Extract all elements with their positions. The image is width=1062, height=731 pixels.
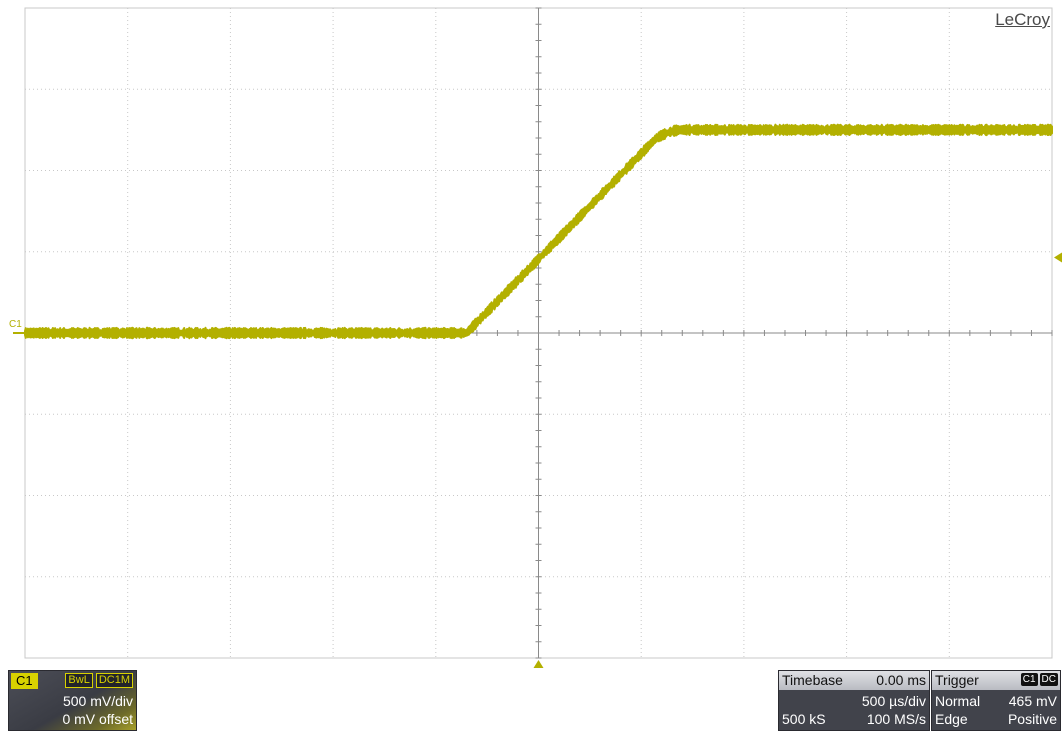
channel-ground-label: C1 xyxy=(9,319,22,330)
timebase-header: Timebase 0.00 ms xyxy=(779,671,929,690)
trigger-level-marker xyxy=(1054,252,1062,263)
trace-envelope xyxy=(24,123,1053,340)
brand-logo: LeCroy xyxy=(995,10,1050,29)
trigger-label: Trigger xyxy=(935,672,979,688)
waveform-trace xyxy=(24,123,1053,340)
channel-offset: 0 mV offset xyxy=(62,711,133,727)
markers: C1 xyxy=(9,252,1062,668)
trigger-descriptor[interactable]: Trigger C1 DC Normal 465 mV Edge Positiv… xyxy=(931,670,1061,731)
trigger-mode: Normal xyxy=(935,693,981,709)
bandwidth-limit-badge: BwL xyxy=(65,673,93,688)
trigger-source-badge: C1 xyxy=(1020,673,1038,686)
trigger-badges: C1 DC xyxy=(1020,673,1058,686)
timebase-samples: 500 kS xyxy=(782,711,826,727)
channel-scale: 500 mV/div xyxy=(62,693,133,709)
timebase-label: Timebase xyxy=(782,672,843,688)
timebase-sample-rate: 100 MS/s xyxy=(866,711,926,727)
channel-c1-descriptor[interactable]: C1 BwL DC1M 500 mV/div 0 mV offset xyxy=(8,670,137,731)
channel-badges: BwL DC1M xyxy=(65,673,133,688)
timebase-per-div: 500 µs/div xyxy=(861,693,926,709)
trigger-slope: Positive xyxy=(1007,711,1057,727)
trigger-type: Edge xyxy=(935,711,968,727)
timebase-delay: 0.00 ms xyxy=(876,672,926,688)
coupling-badge: DC1M xyxy=(95,673,133,688)
trigger-coupling-badge: DC xyxy=(1039,673,1058,686)
channel-tag: C1 xyxy=(11,673,38,689)
trigger-time-marker xyxy=(533,660,544,668)
timebase-descriptor[interactable]: Timebase 0.00 ms 500 µs/div 500 kS 100 M… xyxy=(778,670,930,731)
trigger-level: 465 mV xyxy=(1008,693,1057,709)
